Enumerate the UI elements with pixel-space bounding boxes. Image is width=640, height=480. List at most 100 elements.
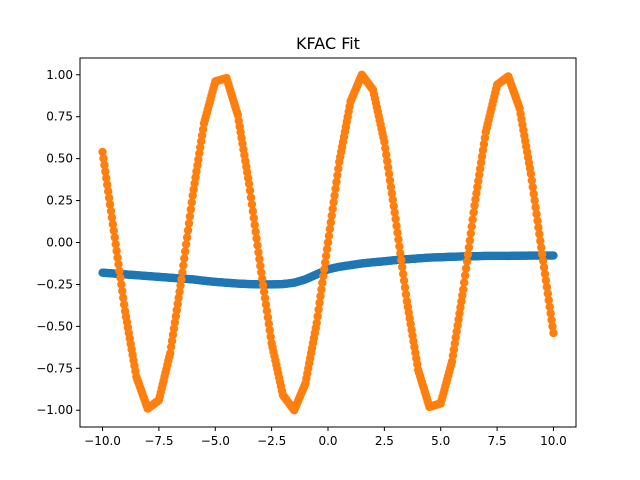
data-point bbox=[115, 266, 124, 276]
data-point bbox=[396, 249, 405, 258]
data-point bbox=[526, 169, 536, 178]
data-point bbox=[480, 133, 490, 143]
data-point bbox=[464, 243, 474, 252]
data-point bbox=[398, 269, 408, 279]
data-point bbox=[535, 229, 544, 239]
data-point bbox=[116, 273, 125, 282]
data-point bbox=[180, 254, 189, 263]
data-point bbox=[182, 233, 192, 242]
data-point bbox=[312, 318, 321, 328]
x-tick-label: 2.5 bbox=[375, 434, 394, 448]
data-point bbox=[185, 212, 195, 221]
data-point bbox=[325, 224, 335, 234]
data-point bbox=[462, 257, 472, 266]
data-point bbox=[108, 219, 118, 229]
data-point bbox=[534, 223, 543, 232]
data-point bbox=[166, 342, 176, 352]
data-point bbox=[186, 205, 196, 214]
data-point bbox=[167, 336, 177, 346]
data-point bbox=[473, 182, 482, 192]
data-point bbox=[380, 137, 389, 147]
data-point bbox=[460, 278, 469, 287]
data-point bbox=[319, 271, 328, 281]
data-point bbox=[323, 238, 333, 247]
data-point bbox=[546, 309, 555, 318]
data-point bbox=[177, 275, 186, 284]
data-point bbox=[169, 324, 179, 333]
data-point bbox=[469, 208, 478, 217]
data-point bbox=[168, 330, 178, 339]
data-point bbox=[165, 349, 175, 358]
series-2 bbox=[98, 70, 558, 415]
data-point bbox=[247, 200, 257, 209]
x-tick-label: 7.5 bbox=[488, 434, 507, 448]
data-point bbox=[475, 170, 484, 180]
data-point bbox=[529, 189, 538, 199]
data-point bbox=[397, 255, 406, 265]
data-point bbox=[117, 280, 126, 289]
data-point bbox=[382, 150, 391, 159]
data-point bbox=[256, 261, 265, 271]
data-point bbox=[528, 182, 537, 192]
data-point bbox=[107, 213, 117, 222]
data-point bbox=[327, 211, 336, 220]
data-point bbox=[187, 198, 196, 207]
data-point bbox=[531, 203, 540, 212]
data-point bbox=[251, 227, 260, 236]
data-point bbox=[103, 180, 112, 189]
data-point bbox=[173, 299, 182, 309]
data-point bbox=[322, 245, 332, 254]
data-point bbox=[478, 146, 488, 155]
data-point bbox=[264, 319, 274, 329]
data-point bbox=[262, 306, 272, 316]
data-point bbox=[400, 283, 410, 292]
data-point bbox=[103, 187, 113, 196]
data-point bbox=[102, 174, 111, 183]
data-point bbox=[532, 209, 541, 219]
data-point bbox=[549, 328, 558, 338]
data-point bbox=[174, 293, 183, 303]
data-point bbox=[326, 218, 336, 227]
data-point bbox=[318, 278, 327, 287]
data-point bbox=[106, 206, 116, 216]
data-point bbox=[545, 302, 554, 311]
data-point bbox=[542, 282, 552, 292]
x-tick-label: 0.0 bbox=[318, 434, 337, 448]
data-point bbox=[320, 258, 330, 267]
y-tick-label: 0.50 bbox=[46, 152, 73, 166]
data-point bbox=[537, 250, 547, 259]
data-point bbox=[111, 239, 120, 249]
data-point bbox=[459, 285, 468, 294]
data-point bbox=[461, 264, 471, 273]
data-point bbox=[175, 287, 184, 296]
data-point bbox=[119, 293, 128, 303]
data-point bbox=[389, 201, 398, 211]
data-point bbox=[324, 231, 334, 240]
data-point bbox=[537, 243, 546, 252]
data-point bbox=[383, 163, 393, 172]
data-point bbox=[477, 152, 487, 161]
data-point bbox=[313, 312, 322, 321]
data-point bbox=[266, 332, 275, 341]
data-point bbox=[465, 236, 475, 245]
data-point bbox=[261, 300, 271, 309]
data-point bbox=[329, 198, 338, 207]
data-point bbox=[265, 326, 274, 335]
data-point bbox=[119, 300, 129, 309]
x-tick-label: −5.0 bbox=[201, 434, 230, 448]
data-point bbox=[393, 228, 402, 237]
y-tick-label: 0.25 bbox=[46, 194, 73, 208]
data-point bbox=[463, 250, 473, 259]
data-point bbox=[178, 268, 187, 277]
x-tick-label: −2.5 bbox=[257, 434, 286, 448]
data-point bbox=[544, 296, 553, 305]
y-tick-label: −0.50 bbox=[36, 319, 73, 333]
data-point bbox=[98, 147, 107, 157]
x-tick-label: 5.0 bbox=[431, 434, 450, 448]
data-point bbox=[316, 291, 325, 301]
data-point bbox=[314, 305, 323, 314]
data-point bbox=[540, 269, 550, 279]
data-point bbox=[181, 240, 191, 249]
data-point bbox=[530, 196, 539, 205]
